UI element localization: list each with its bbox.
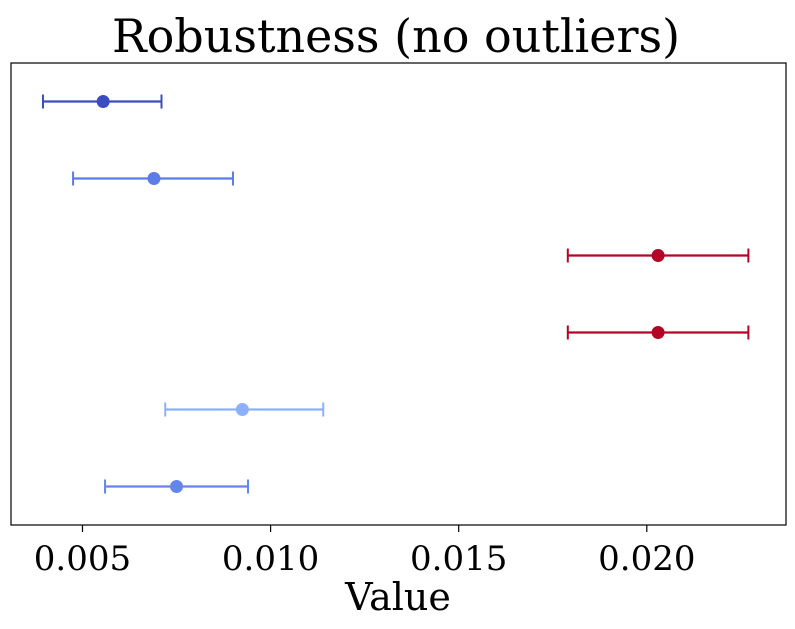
x-tick-label: 0.015 — [410, 539, 507, 579]
x-tick-label: 0.010 — [222, 539, 319, 579]
plot-area — [10, 62, 787, 526]
errorbar-point — [566, 248, 750, 263]
x-tick-label: 0.005 — [34, 539, 131, 579]
errorbar-point — [104, 479, 250, 494]
data-point — [651, 249, 665, 262]
errorbar-point — [41, 94, 163, 109]
errorbar-point — [566, 325, 750, 340]
data-marks — [41, 94, 750, 494]
chart-title: Robustness (no outliers) — [112, 9, 680, 63]
errorbar-point — [164, 402, 325, 417]
data-point — [235, 403, 249, 416]
data-point — [651, 326, 665, 339]
x-tick-label: 0.020 — [598, 539, 695, 579]
errorbar-point — [72, 171, 234, 186]
x-axis: 0.005 0.010 0.015 0.020 — [34, 525, 695, 579]
data-point — [96, 95, 110, 108]
data-point — [170, 480, 184, 493]
data-point — [147, 172, 161, 185]
x-axis-label: Value — [344, 575, 451, 619]
